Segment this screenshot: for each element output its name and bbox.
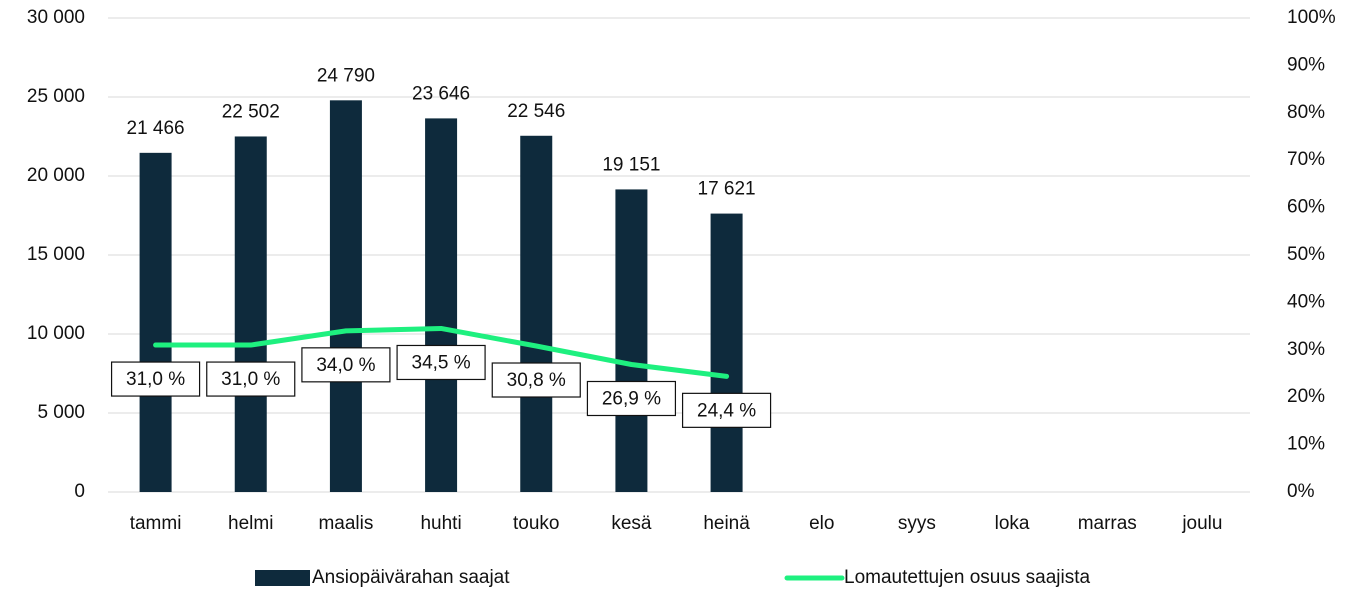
x-tick-label: joulu (1181, 513, 1222, 534)
bar (520, 135, 553, 492)
x-tick-label: heinä (703, 513, 750, 534)
bar (425, 118, 458, 493)
data-label-box (491, 362, 581, 398)
y2-tick-label: 10% (1287, 434, 1325, 455)
y2-tick-label: 80% (1287, 102, 1325, 123)
data-label: 21 466 (127, 118, 185, 139)
y2-tick-label: 60% (1287, 197, 1325, 218)
legend-label: Ansiopäivärahan saajat (312, 567, 510, 588)
data-label-box (396, 344, 486, 381)
bar (710, 213, 743, 492)
data-label-box (586, 380, 677, 417)
x-tick-label: touko (513, 513, 559, 534)
y-tick-label: 20 000 (27, 165, 85, 186)
x-tick-label: helmi (228, 513, 273, 534)
legend-swatch (255, 570, 310, 586)
data-label-box (681, 392, 772, 428)
bar (139, 152, 172, 492)
y2-tick-label: 100% (1287, 7, 1336, 28)
y2-tick-label: 20% (1287, 386, 1325, 407)
x-tick-label: loka (995, 513, 1030, 534)
data-label: 30,8 % (507, 370, 566, 391)
bar (234, 136, 267, 493)
bar (615, 189, 648, 493)
data-label: 24 790 (317, 65, 375, 86)
data-label: 19 151 (602, 154, 660, 175)
x-tick-label: elo (809, 513, 834, 534)
legend-label: Lomautettujen osuus saajista (844, 567, 1091, 588)
bar (329, 100, 362, 493)
y-tick-label: 25 000 (27, 86, 85, 107)
x-tick-label: huhti (420, 513, 461, 534)
data-label: 26,9 % (602, 389, 661, 410)
y-tick-label: 15 000 (27, 244, 85, 265)
x-tick-label: marras (1078, 513, 1137, 534)
data-label-box (110, 361, 201, 397)
data-label: 24,4 % (697, 400, 756, 421)
data-label: 17 621 (698, 179, 756, 200)
x-tick-label: maalis (318, 513, 373, 534)
data-label: 34,5 % (412, 352, 471, 373)
x-tick-label: tammi (130, 513, 182, 534)
y2-tick-label: 70% (1287, 149, 1325, 170)
y2-tick-label: 30% (1287, 339, 1325, 360)
y-tick-label: 30 000 (27, 7, 85, 28)
y-tick-label: 0 (74, 481, 85, 502)
data-label: 31,0 % (126, 369, 185, 390)
y-tick-label: 10 000 (27, 323, 85, 344)
data-label: 34,0 % (316, 355, 375, 376)
line (153, 325, 730, 379)
data-label-box (206, 361, 296, 397)
y2-tick-label: 40% (1287, 291, 1325, 312)
data-label: 31,0 % (221, 369, 280, 390)
x-tick-label: syys (898, 513, 936, 534)
y2-tick-label: 0% (1287, 481, 1315, 502)
data-label-box (301, 347, 391, 383)
y2-tick-label: 50% (1287, 244, 1325, 265)
data-label: 23 646 (412, 83, 470, 104)
x-tick-label: kesä (611, 513, 652, 534)
data-label: 22 502 (222, 101, 280, 122)
data-label: 22 546 (507, 101, 565, 122)
y2-tick-label: 90% (1287, 54, 1325, 75)
y-tick-label: 5 000 (37, 402, 85, 423)
